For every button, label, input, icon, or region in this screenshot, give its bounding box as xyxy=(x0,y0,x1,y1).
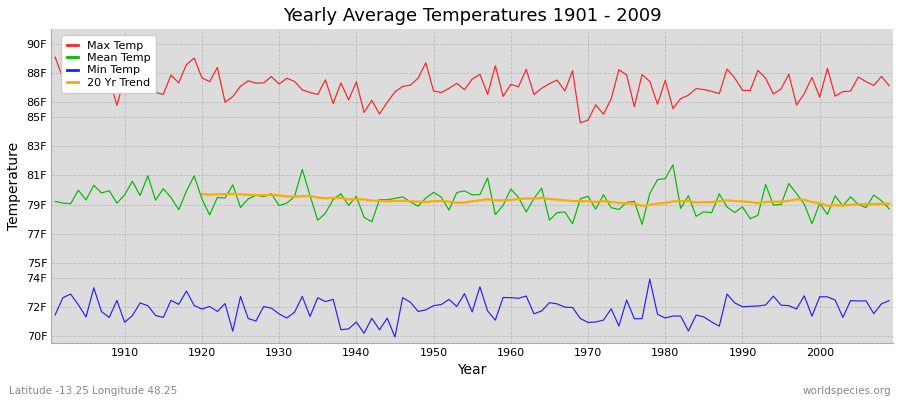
Legend: Max Temp, Mean Temp, Min Temp, 20 Yr Trend: Max Temp, Mean Temp, Min Temp, 20 Yr Tre… xyxy=(61,36,156,93)
Text: Latitude -13.25 Longitude 48.25: Latitude -13.25 Longitude 48.25 xyxy=(9,386,177,396)
Text: worldspecies.org: worldspecies.org xyxy=(803,386,891,396)
Y-axis label: Temperature: Temperature xyxy=(7,142,21,230)
Title: Yearly Average Temperatures 1901 - 2009: Yearly Average Temperatures 1901 - 2009 xyxy=(283,7,662,25)
X-axis label: Year: Year xyxy=(457,363,487,377)
